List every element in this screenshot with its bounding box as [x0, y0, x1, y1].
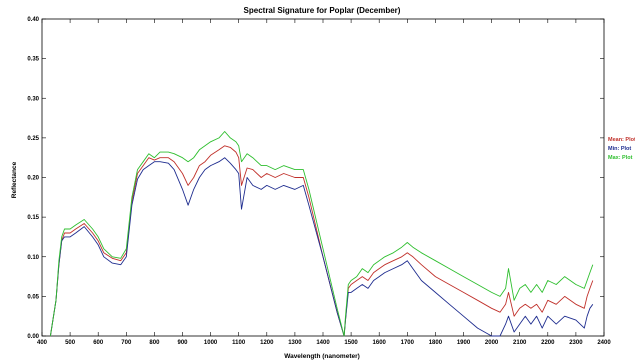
series-lines — [49, 131, 594, 337]
x-tick-label: 1700 — [401, 340, 415, 346]
y-tick-label: 0.00 — [27, 334, 39, 340]
y-tick-label: 0.20 — [27, 176, 39, 182]
x-tick-label: 600 — [93, 340, 104, 346]
y-tick-label: 0.30 — [27, 96, 39, 102]
x-tick-label: 1600 — [373, 340, 387, 346]
x-tick-label: 2100 — [513, 340, 527, 346]
x-tick-label: 700 — [121, 340, 132, 346]
legend-entry-max-plot: Max: Plot — [608, 155, 633, 161]
y-axis-label: Reflectance — [11, 161, 18, 198]
series-line-max-plot — [49, 131, 594, 337]
x-tick-label: 1100 — [232, 340, 246, 346]
x-tick-label: 2000 — [485, 340, 499, 346]
x-tick-label: 500 — [65, 340, 76, 346]
x-axis-ticks: 400 500 600 700 800 900 1000 1100 1200 1300 1400 15… — [37, 19, 611, 346]
x-tick-label: 1500 — [344, 340, 358, 346]
series-line-min-plot — [49, 157, 594, 337]
x-tick-label: 2200 — [541, 340, 555, 346]
x-tick-label: 400 — [37, 340, 48, 346]
x-tick-label: 1300 — [288, 340, 302, 346]
y-tick-label: 0.40 — [27, 17, 39, 23]
legend-entry-mean-plot: Mean: Plot — [608, 137, 635, 143]
x-tick-label: 2300 — [569, 340, 583, 346]
y-tick-label: 0.05 — [27, 294, 39, 300]
x-tick-label: 800 — [149, 340, 160, 346]
x-tick-label: 2400 — [597, 340, 611, 346]
legend-entry-min-plot: Min: Plot — [608, 146, 631, 152]
x-tick-label: 1400 — [316, 340, 330, 346]
x-tick-label: 1900 — [457, 340, 471, 346]
x-tick-label: 1200 — [260, 340, 274, 346]
x-tick-label: 1000 — [204, 340, 218, 346]
y-tick-label: 0.10 — [27, 255, 39, 261]
x-tick-label: 900 — [177, 340, 188, 346]
x-tick-label: 1800 — [429, 340, 443, 346]
y-axis-ticks: 0.00 0.05 0.10 0.15 0.20 0.25 0.30 0.35 0.40 — [27, 17, 604, 340]
y-tick-label: 0.25 — [27, 136, 39, 142]
chart-title: Spectral Signature for Poplar (December) — [244, 6, 401, 15]
x-axis-label: Wavelength (nanometer) — [284, 353, 360, 360]
legend: Mean: Plot Min: Plot Max: Plot — [608, 137, 635, 161]
y-tick-label: 0.35 — [27, 57, 39, 63]
y-tick-label: 0.15 — [27, 215, 39, 221]
